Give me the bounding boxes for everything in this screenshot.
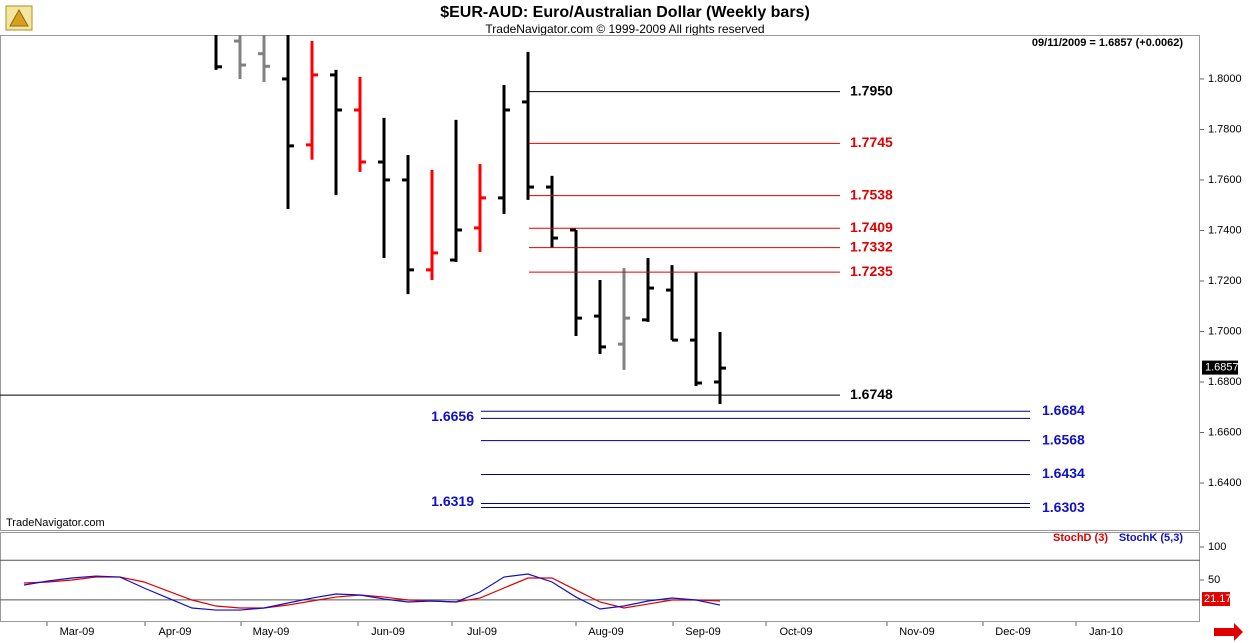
level-label: 1.6684 [1042,402,1085,418]
last-stoch-box [1202,592,1230,607]
x-tick-label: May-09 [253,626,290,638]
x-tick-label: Jun-09 [371,626,405,638]
level-label: 1.7235 [850,263,893,279]
level-label: 1.7745 [850,134,893,150]
level-label: 1.6319 [431,493,474,509]
last-price: 1.6857 [1205,362,1239,374]
x-tick-label: Jan-10 [1089,626,1123,638]
scroll-arrow[interactable] [1214,623,1243,641]
level-label: 1.7538 [850,186,893,202]
chart-title: $EUR-AUD: Euro/Australian Dollar (Weekly… [440,4,810,21]
x-tick-label: Mar-09 [60,626,95,638]
stoch-line [23,573,721,611]
level-label: 1.6434 [1042,465,1085,481]
y-tick-label: 1.7400 [1208,224,1242,236]
x-tick-label: Nov-09 [899,626,934,638]
y-tick-label: 100 [1208,541,1226,553]
x-tick-label: Apr-09 [158,626,191,638]
x-tick-label: Aug-09 [588,626,623,638]
legend-entry: StochD (3) [1053,532,1108,544]
x-tick-label: Jul-09 [467,626,497,638]
level-label: 1.7332 [850,238,893,254]
subtitle: TradeNavigator.com © 1999-2009 All right… [485,22,764,36]
y-tick-label: 1.7000 [1208,325,1242,337]
y-tick-label: 1.6600 [1208,426,1242,438]
y-tick-label: 1.7600 [1208,174,1242,186]
x-tick-label: Sep-09 [685,626,720,638]
logo [5,5,33,31]
x-tick-label: Oct-09 [779,626,812,638]
y-tick-label: 1.8000 [1208,73,1242,85]
level-label: 1.6656 [431,408,474,424]
level-label: 1.7950 [850,82,893,98]
price-plot [214,35,726,404]
stoch-plot [0,559,1200,611]
level-label: 1.7409 [850,219,893,235]
last-stoch: 21.17 [1204,593,1232,605]
x-tick-label: Dec-09 [995,626,1030,638]
y-tick-label: 1.7800 [1208,123,1242,135]
watermark: TradeNavigator.com [6,517,105,529]
level-label: 1.6568 [1042,431,1085,447]
stoch-line [23,576,721,609]
quote: 09/11/2009 = 1.6857 (+0.0062) [1032,37,1183,49]
price-panel [0,35,1200,531]
stoch-panel [0,532,1200,622]
y-tick-label: 50 [1208,574,1220,586]
last-price-box [1202,360,1238,375]
level-label: 1.6748 [850,386,893,402]
legend-entry: StochK (5,3) [1119,532,1184,544]
y-tick-label: 1.7200 [1208,275,1242,287]
y-tick-label: 1.6400 [1208,477,1242,489]
y-tick-label: 1.6800 [1208,376,1242,388]
level-label: 1.6303 [1042,499,1085,515]
